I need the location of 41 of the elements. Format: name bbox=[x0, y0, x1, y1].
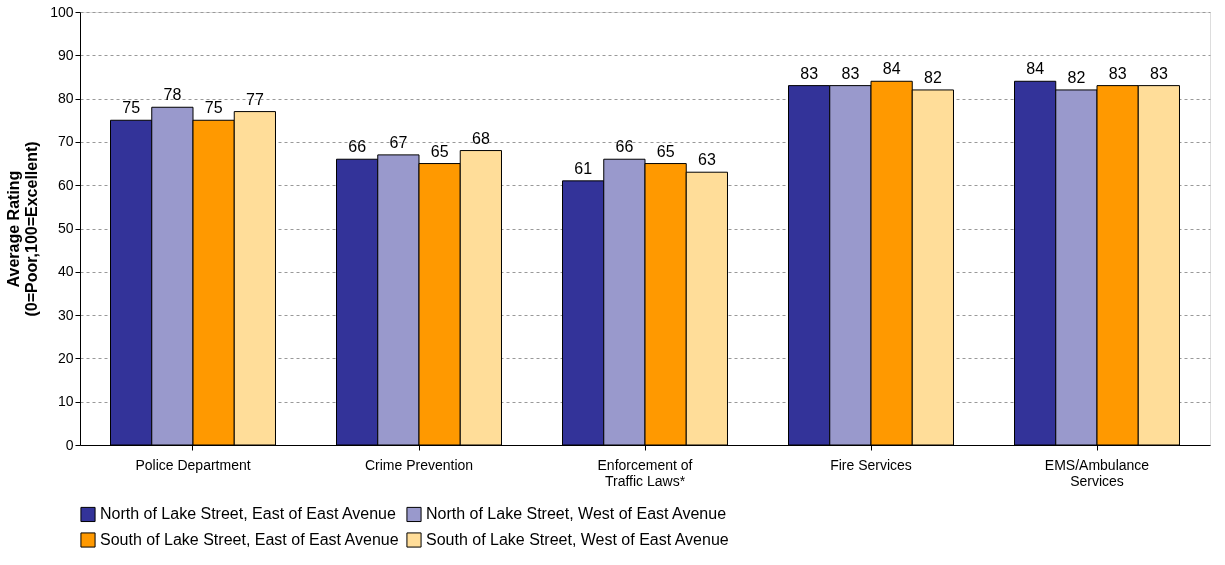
legend-label: South of Lake Street, East of East Avenue bbox=[100, 531, 399, 548]
y-tick-label: 50 bbox=[57, 220, 74, 236]
x-tick-label: Crime Prevention bbox=[364, 456, 474, 473]
data-label: 65 bbox=[430, 142, 449, 160]
y-tick-label: 100 bbox=[50, 3, 74, 20]
data-label: 67 bbox=[389, 133, 408, 151]
legend-label: North of Lake Street, West of East Avenue bbox=[426, 505, 727, 523]
y-tick-label: 30 bbox=[57, 306, 74, 323]
y-tick-label: 10 bbox=[57, 393, 74, 410]
y-tick-label: 90 bbox=[57, 46, 74, 63]
data-label: 83 bbox=[1108, 64, 1127, 82]
y-tick-label: 20 bbox=[57, 349, 74, 366]
y-tick-label: 40 bbox=[57, 263, 74, 280]
y-axis-title: Average Rating (0=Poor,100=Excellent) bbox=[5, 141, 41, 317]
data-label: 83 bbox=[841, 64, 860, 82]
legend-label: North of Lake Street, East of East Avenue bbox=[100, 505, 396, 523]
y-tick-label: 60 bbox=[57, 176, 74, 193]
data-label: 68 bbox=[471, 129, 490, 147]
y-tick-label: 70 bbox=[57, 133, 74, 150]
data-label: 66 bbox=[348, 138, 367, 156]
data-label: 82 bbox=[1067, 68, 1086, 86]
data-label: 65 bbox=[656, 142, 675, 160]
data-label: 84 bbox=[882, 60, 901, 78]
data-label: 83 bbox=[800, 64, 819, 82]
legend-label: South of Lake Street, West of East Avenue bbox=[426, 531, 729, 548]
y-tick-label: 0 bbox=[65, 436, 74, 453]
data-label: 77 bbox=[245, 90, 264, 108]
y-tick-label: 80 bbox=[57, 90, 74, 107]
data-label: 66 bbox=[615, 138, 634, 156]
x-tick-label: EMS/Ambulance Services bbox=[1044, 456, 1150, 489]
data-label: 75 bbox=[204, 99, 223, 117]
data-label: 82 bbox=[923, 68, 942, 86]
x-tick-label: Enforcement of Traffic Laws* bbox=[597, 456, 693, 489]
x-tick-label: Police Department bbox=[135, 456, 251, 473]
x-tick-label: Fire Services bbox=[830, 456, 912, 473]
data-label: 61 bbox=[574, 159, 593, 177]
data-label: 78 bbox=[163, 86, 182, 104]
data-label: 63 bbox=[697, 151, 716, 169]
data-label: 75 bbox=[122, 99, 141, 117]
data-label: 83 bbox=[1149, 64, 1168, 82]
data-label: 84 bbox=[1026, 60, 1045, 78]
